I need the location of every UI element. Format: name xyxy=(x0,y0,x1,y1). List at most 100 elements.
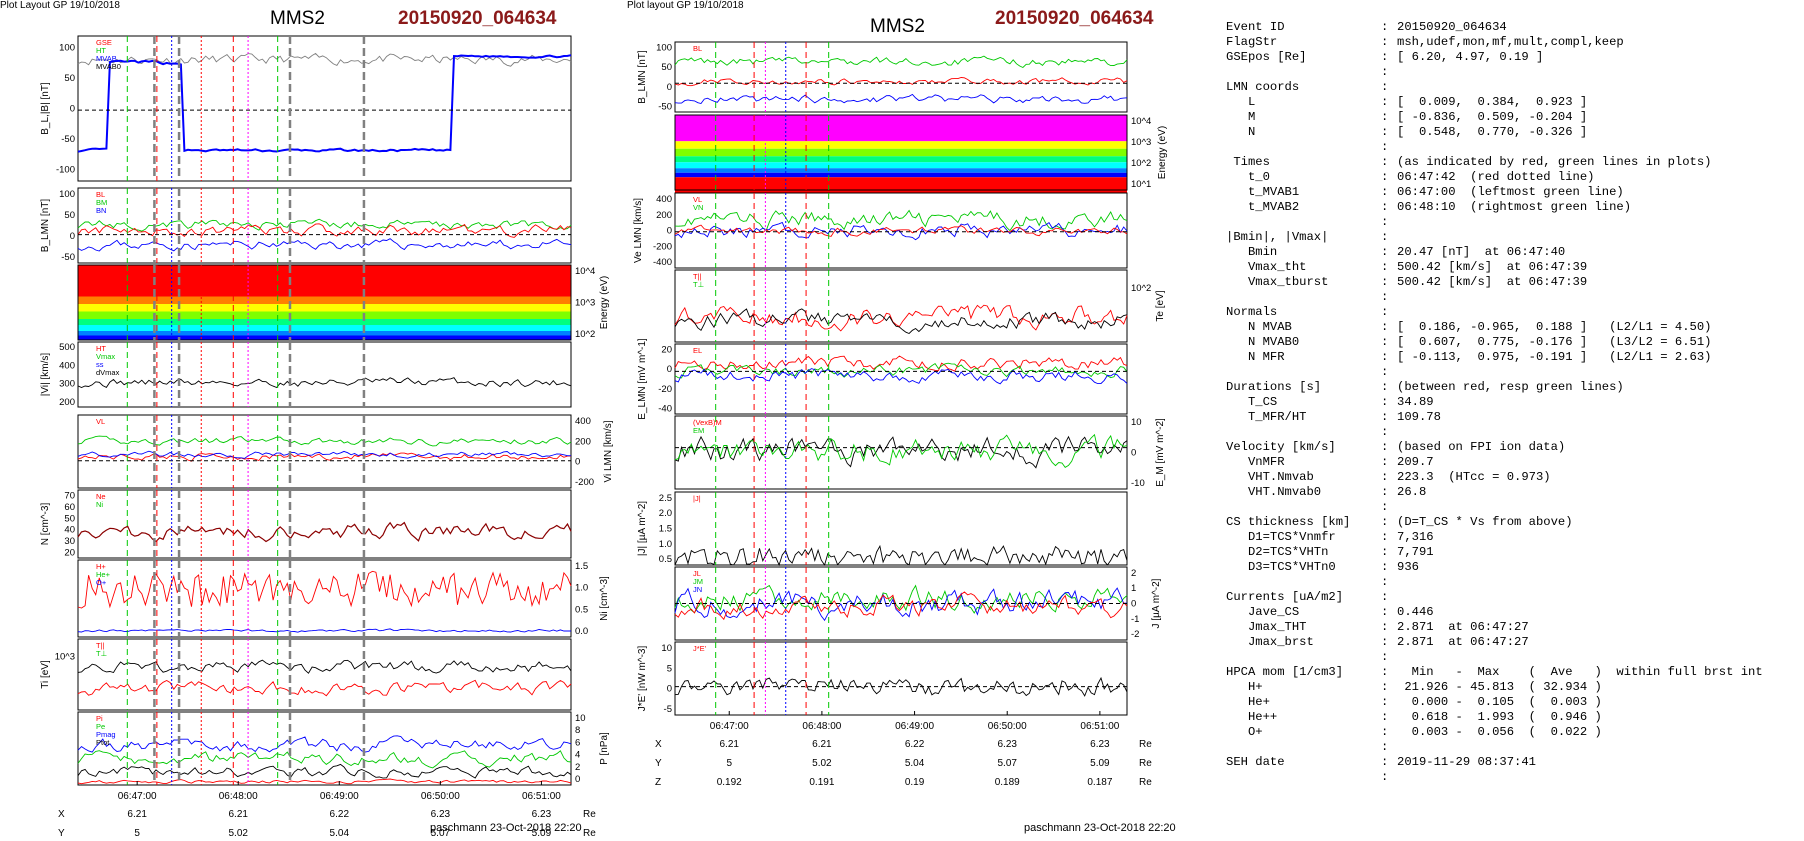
y-tick-label: 1 xyxy=(1131,583,1136,594)
series-line xyxy=(674,77,1128,87)
legend-label: VN xyxy=(693,203,703,212)
spectrogram-band xyxy=(78,311,571,319)
y-tick-label: 400 xyxy=(575,416,591,427)
summary-value: (as indicated by red, green lines in plo… xyxy=(1397,155,1712,169)
ephemeris-value: 5 xyxy=(134,828,140,839)
spectrogram-band xyxy=(78,296,571,304)
y-tick-label: 1.0 xyxy=(659,539,672,550)
spectrogram-band xyxy=(78,319,571,325)
series-line xyxy=(77,238,572,252)
summary-key: CS thickness [km] xyxy=(1226,515,1351,529)
ephemeris-unit: Re xyxy=(583,809,596,820)
energy-spectrogram xyxy=(78,265,571,340)
summary-key: Vmax_tburst xyxy=(1226,275,1329,289)
ephemeris-value: 6.21 xyxy=(720,739,740,750)
summary-sep: : xyxy=(1381,575,1389,589)
ephemeris-value: 6.23 xyxy=(532,809,552,820)
y-tick-label: 200 xyxy=(575,436,591,447)
ephemeris-value: 6.23 xyxy=(1090,739,1110,750)
y-tick-label: 1.5 xyxy=(575,561,588,572)
summary-value: 2019-11-29 08:37:41 xyxy=(1397,755,1536,769)
summary-sep: : xyxy=(1381,545,1389,559)
summary-value: 06:47:00 (leftmost green line) xyxy=(1397,185,1624,199)
series-line xyxy=(674,355,1128,372)
summary-value: [ 0.607, 0.775, -0.176 ] (L3/L2 = 6.51) xyxy=(1397,335,1712,349)
y-axis-label: P [nPa] xyxy=(599,732,610,765)
legend-label: T⊥ xyxy=(693,280,705,289)
ephemeris-value: 5.07 xyxy=(431,828,451,839)
x-tick-label: 06:49:00 xyxy=(895,721,934,732)
summary-line: N: [ 0.548, 0.770, -0.326 ] xyxy=(1226,125,1763,140)
y-tick-label: 0.5 xyxy=(575,604,588,615)
x-tick-label: 06:48:00 xyxy=(802,721,841,732)
y-tick-label: 2 xyxy=(575,762,580,773)
summary-sep: : xyxy=(1381,605,1389,619)
panel-frame xyxy=(77,414,572,489)
y-tick-label: -400 xyxy=(653,257,672,268)
spectrogram-band xyxy=(675,141,1127,149)
y-tick-label: 10^4 xyxy=(1131,116,1151,127)
legend-label: BL xyxy=(96,190,105,199)
spectrogram-band xyxy=(78,265,571,297)
summary-key: N MVAB0 xyxy=(1226,335,1300,349)
summary-key: Jave_CS xyxy=(1226,605,1300,619)
y-tick-label: 200 xyxy=(656,210,672,221)
summary-line: N MFR: [ -0.113, 0.975, -0.191 ] (L2/L1 =… xyxy=(1226,350,1763,365)
x-tick-label: 06:49:00 xyxy=(320,791,359,802)
panel-frame xyxy=(77,35,572,182)
mid-spacecraft: MMS2 xyxy=(870,16,925,37)
y-tick-label: -100 xyxy=(56,164,75,175)
spectrogram-band xyxy=(78,304,571,312)
ephemeris-value: 6.21 xyxy=(127,809,147,820)
summary-value: 7,791 xyxy=(1397,545,1434,559)
y-tick-label: 5 xyxy=(667,663,672,674)
y-axis-label: Ti [eV] xyxy=(40,660,51,689)
y-tick-label: 20 xyxy=(661,345,672,356)
legend-label: Ne xyxy=(96,492,106,501)
spectrogram-band xyxy=(675,148,1127,157)
legend-label: HT xyxy=(96,46,106,55)
summary-key: |Bmin|, |Vmax| xyxy=(1226,230,1329,244)
summary-key: Velocity [km/s] xyxy=(1226,440,1336,454)
summary-sep: : xyxy=(1381,320,1389,334)
summary-key: Currents [uA/m2] xyxy=(1226,590,1344,604)
series-line xyxy=(674,224,1128,237)
panel-frame xyxy=(77,559,572,638)
summary-line: VnMFR:209.7 xyxy=(1226,455,1763,470)
y-tick-label: 10^3 xyxy=(55,652,75,663)
ephemeris-unit: Re xyxy=(1139,758,1152,769)
summary-key: Durations [s] xyxy=(1226,380,1322,394)
summary-sep: : xyxy=(1381,65,1389,79)
summary-key: N xyxy=(1226,125,1256,139)
summary-line: : xyxy=(1226,65,1763,80)
legend-label: Ptot xyxy=(96,738,110,747)
x-tick-label: 06:51:00 xyxy=(1080,721,1119,732)
series-line xyxy=(674,308,1128,335)
summary-line: Velocity [km/s]: (based on FPI ion data) xyxy=(1226,440,1763,455)
summary-sep: : xyxy=(1381,440,1389,454)
ephemeris-row-label: Y xyxy=(58,828,65,839)
summary-value: 26.8 xyxy=(1397,485,1427,499)
ephemeris-row-label: Z xyxy=(655,777,661,788)
summary-sep: : xyxy=(1381,455,1389,469)
summary-line: : xyxy=(1226,140,1763,155)
panel-frame xyxy=(77,489,572,559)
mid-header: Plot layout GP 19/10/2018 xyxy=(627,0,744,11)
y-axis-label: Ni [cm^-3] xyxy=(599,576,610,621)
summary-value: 0.003 - 0.056 ( 0.022 ) xyxy=(1397,725,1602,739)
ephemeris-unit: Re xyxy=(1139,739,1152,750)
summary-value: [ 0.186, -0.965, 0.188 ] (L2/L1 = 4.50) xyxy=(1397,320,1712,334)
legend-label: HT xyxy=(96,344,106,353)
summary-value: [ -0.113, 0.975, -0.191 ] (L2/L1 = 2.63) xyxy=(1397,350,1712,364)
summary-value: 109.78 xyxy=(1397,410,1441,424)
panel-frame xyxy=(77,264,572,341)
panel-frame xyxy=(77,638,572,711)
summary-value: 0.446 xyxy=(1397,605,1434,619)
summary-line: CS thickness [km]: (D=T_CS * Vs from abov… xyxy=(1226,515,1763,530)
summary-line: : xyxy=(1226,290,1763,305)
y-axis-label: Ve LMN [km/s] xyxy=(633,198,644,263)
y-tick-label: 50 xyxy=(64,513,75,524)
series-line xyxy=(77,450,571,459)
ephemeris-value: 5.04 xyxy=(330,828,350,839)
summary-value: 06:47:42 (red dotted line) xyxy=(1397,170,1595,184)
